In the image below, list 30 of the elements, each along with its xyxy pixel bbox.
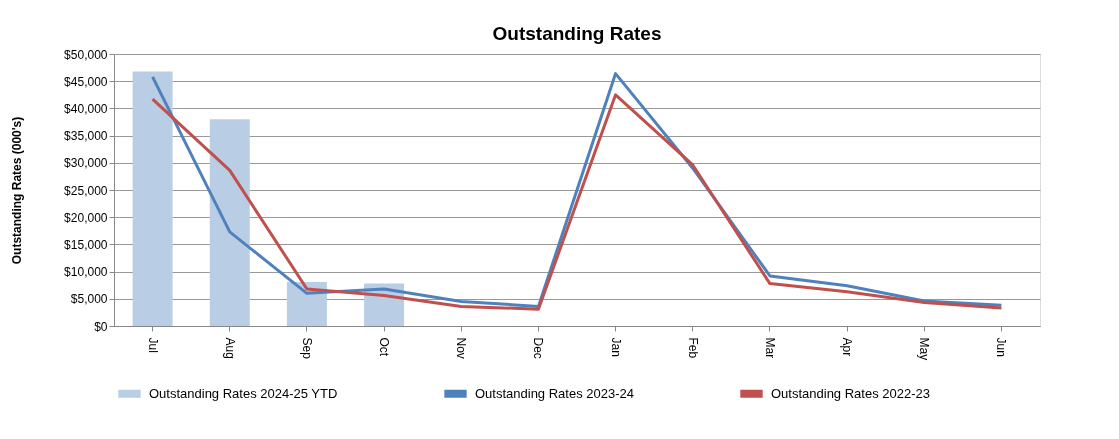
legend-label: Outstanding Rates 2024-25 YTD [149,385,338,401]
y-tick-label: $35,000 [64,129,108,144]
y-axis-title: Outstanding Rates (000's) [10,116,25,265]
x-tick-label: May [917,337,932,361]
y-tick-label: $30,000 [64,156,108,171]
y-tick-label: $5,000 [70,292,108,307]
chart-title: Outstanding Rates [492,23,662,44]
x-tick-label: Feb [685,337,700,359]
x-tick-label: Jan [608,337,623,357]
x-tick-label: Apr [840,337,855,357]
y-tick-label: $25,000 [64,183,108,198]
legend-label: Outstanding Rates 2023-24 [475,385,634,401]
x-tick-label: Sep [299,337,314,360]
y-tick-label: $40,000 [64,101,108,116]
legend-label: Outstanding Rates 2022-23 [771,385,930,401]
x-tick-label: Dec [531,337,546,359]
y-tick-label: $10,000 [64,265,108,280]
x-tick-label: Jul [145,337,160,353]
bar [132,71,173,326]
y-tick-label: $20,000 [64,210,108,225]
y-tick-label: $45,000 [64,74,108,89]
x-tick-label: Oct [377,337,392,357]
x-tick-label: Aug [222,337,237,359]
x-tick-label: Nov [454,337,469,359]
x-tick-label: Jun [994,337,1009,357]
y-tick-label: $0 [94,319,108,334]
bar [209,119,250,326]
y-tick-label: $50,000 [64,47,108,62]
x-tick-label: Mar [762,337,777,359]
y-tick-label: $15,000 [64,237,108,252]
